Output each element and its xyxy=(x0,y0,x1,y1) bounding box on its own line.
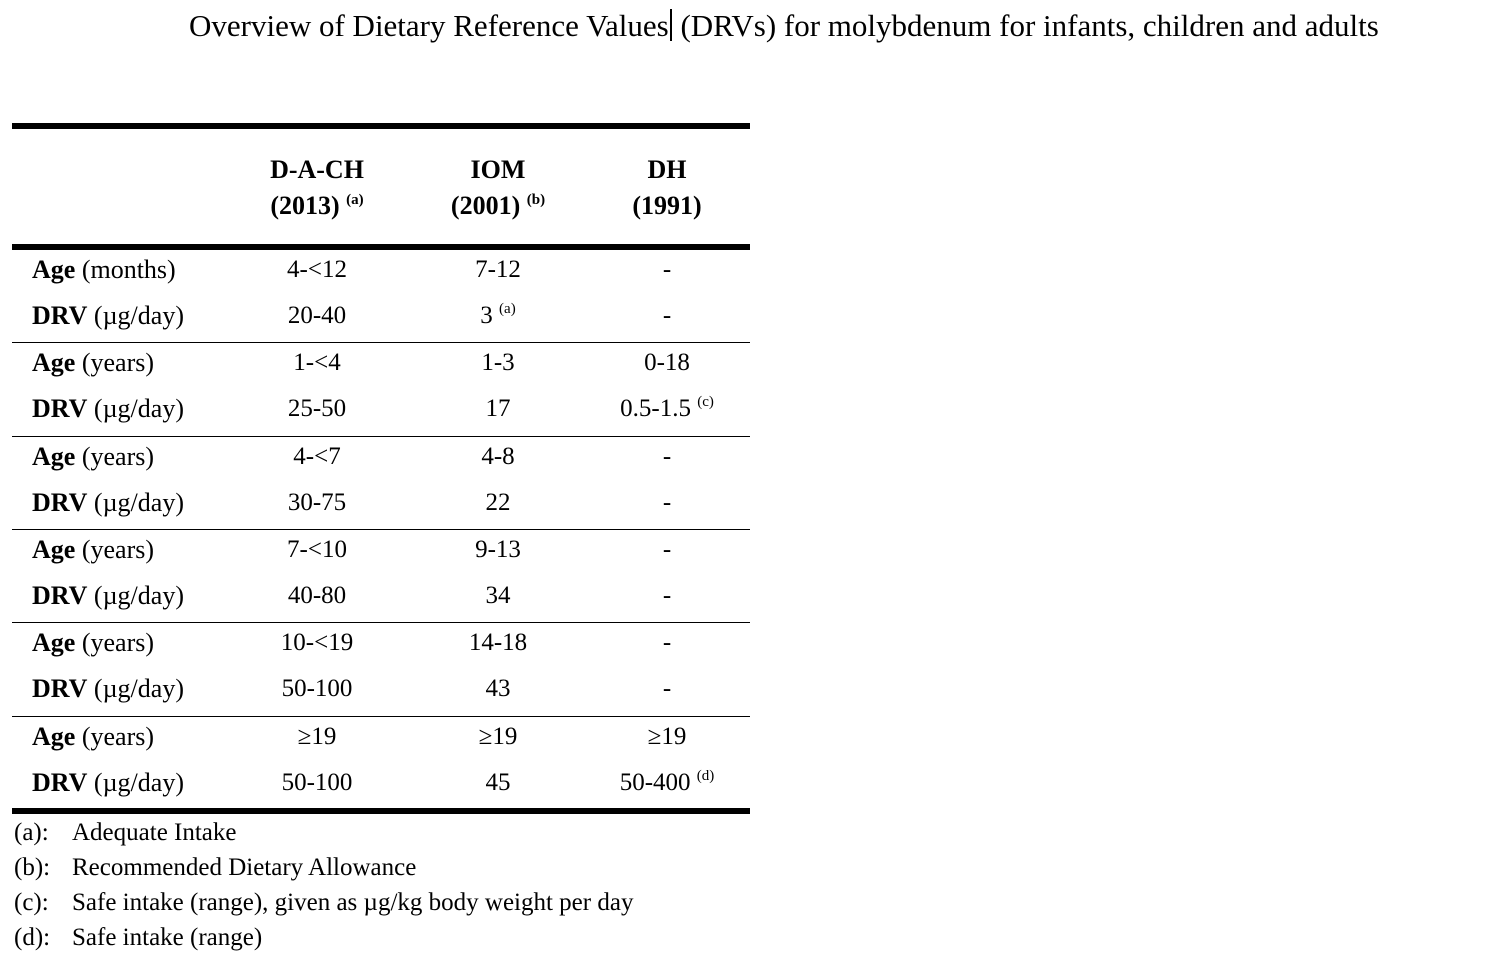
table-row-age: Age (years) 7-<10 9-13 - xyxy=(0,527,760,573)
cell-iom: 7-12 xyxy=(475,256,521,283)
footnote: (a): Adequate Intake xyxy=(14,815,633,850)
cell-dh: - xyxy=(662,536,672,563)
cell-dach: 25-50 xyxy=(287,395,347,422)
row-label: Age (months) xyxy=(32,255,176,284)
row-label: Age (years) xyxy=(32,722,155,751)
cell-iom: 1-3 xyxy=(481,349,515,376)
column-header-dh: DH (1991) xyxy=(577,152,757,224)
cell-dh: 50-400 (d) xyxy=(619,768,715,797)
footnote-key: (c): xyxy=(14,889,49,916)
footnote-text: Adequate Intake xyxy=(72,819,237,846)
cell-iom: 4-8 xyxy=(481,443,515,470)
footnote: (d): Safe intake (range) xyxy=(14,920,633,955)
table-row-age: Age (months) 4-<12 7-12 - xyxy=(0,247,760,293)
cell-dh: - xyxy=(662,582,672,609)
column-header-year: (1991) xyxy=(632,191,702,220)
table-top-rule xyxy=(12,123,750,129)
cell-dach: 4-<12 xyxy=(287,256,347,283)
footnote-text: Safe intake (range) xyxy=(72,924,263,951)
footnote-key: (d): xyxy=(14,924,51,951)
cell-dach: 4-<7 xyxy=(293,443,341,470)
cell-dach: 40-80 xyxy=(287,582,347,609)
footnote-text: Recommended Dietary Allowance xyxy=(72,854,417,881)
row-label: DRV (µg/day) xyxy=(32,768,184,797)
column-header-name: DH xyxy=(647,155,687,184)
column-header-note: (a) xyxy=(346,192,364,208)
cell-dh: 0-18 xyxy=(644,349,690,376)
table-bottom-rule xyxy=(12,808,750,814)
title-text-part1: Overview of Dietary Reference Values xyxy=(189,8,669,43)
cell-iom: ≥19 xyxy=(478,723,518,750)
cell-dach: 1-<4 xyxy=(293,349,341,376)
cell-dach: 7-<10 xyxy=(287,536,347,563)
cell-iom: 9-13 xyxy=(475,536,521,563)
group-divider xyxy=(12,716,750,717)
cell-dach: 20-40 xyxy=(287,302,347,329)
cell-iom: 43 xyxy=(485,675,511,702)
group-divider xyxy=(12,342,750,343)
table-row-drv: DRV (µg/day) 40-80 34 - xyxy=(0,573,760,619)
table-row-age: Age (years) ≥19 ≥19 ≥19 xyxy=(0,714,760,760)
column-header-dach: D-A-CH (2013) (a) xyxy=(227,152,407,224)
group-divider xyxy=(12,622,750,623)
row-label: Age (years) xyxy=(32,348,155,377)
header-bottom-rule xyxy=(12,244,750,250)
cell-dach: ≥19 xyxy=(297,723,337,750)
row-label: Age (years) xyxy=(32,535,155,564)
column-header-year: (2001) xyxy=(450,191,521,220)
table-row-age: Age (years) 10-<19 14-18 - xyxy=(0,620,760,666)
cell-dh: - xyxy=(662,443,672,470)
table-row-drv: DRV (µg/day) 50-100 45 50-400 (d) xyxy=(0,760,760,806)
cell-dh: - xyxy=(662,489,672,516)
cell-dach: 50-100 xyxy=(281,769,353,796)
cell-iom: 17 xyxy=(485,395,511,422)
footnote-key: (a): xyxy=(14,819,49,846)
group-divider xyxy=(12,529,750,530)
row-label: DRV (µg/day) xyxy=(32,301,184,330)
cell-footnote-ref: (c) xyxy=(697,394,714,410)
column-header-year: (2013) xyxy=(270,191,340,220)
group-divider xyxy=(12,436,750,437)
column-header-note: (b) xyxy=(526,192,546,208)
row-label: DRV (µg/day) xyxy=(32,488,184,517)
row-label: DRV (µg/day) xyxy=(32,581,184,610)
cell-iom: 45 xyxy=(485,769,511,796)
cell-dh: ≥19 xyxy=(647,723,687,750)
table-row-age: Age (years) 1-<4 1-3 0-18 xyxy=(0,340,760,386)
column-header-iom: IOM (2001) (b) xyxy=(408,152,588,224)
footnote: (c): Safe intake (range), given as µg/kg … xyxy=(14,885,633,920)
table-row-drv: DRV (µg/day) 50-100 43 - xyxy=(0,666,760,712)
cell-dh: - xyxy=(662,675,672,702)
row-label: Age (years) xyxy=(32,442,155,471)
cell-dach: 30-75 xyxy=(287,489,347,516)
footnote-text: Safe intake (range), given as µg/kg body… xyxy=(72,889,634,916)
text-cursor xyxy=(669,9,672,41)
footnote: (b): Recommended Dietary Allowance xyxy=(14,850,633,885)
row-label: Age (years) xyxy=(32,628,155,657)
cell-iom: 34 xyxy=(485,582,511,609)
cell-dach: 50-100 xyxy=(281,675,353,702)
row-label: DRV (µg/day) xyxy=(32,674,184,703)
cell-dach: 10-<19 xyxy=(280,629,354,656)
row-label: DRV (µg/day) xyxy=(32,394,184,423)
table-row-age: Age (years) 4-<7 4-8 - xyxy=(0,434,760,480)
title-text-part2: (DRVs) for molybdenum for infants, child… xyxy=(672,8,1379,43)
cell-dh: - xyxy=(662,302,672,329)
table-row-drv: DRV (µg/day) 25-50 17 0.5-1.5 (c) xyxy=(0,386,760,432)
cell-iom: 3 (a) xyxy=(480,301,516,330)
cell-footnote-ref: (d) xyxy=(696,768,715,784)
table-row-drv: DRV (µg/day) 30-75 22 - xyxy=(0,480,760,526)
document-title: Overview of Dietary Reference Values (DR… xyxy=(14,4,1486,47)
cell-dh: 0.5-1.5 (c) xyxy=(620,394,714,423)
cell-iom: 22 xyxy=(485,489,511,516)
table-row-drv: DRV (µg/day) 20-40 3 (a) - xyxy=(0,293,760,339)
cell-footnote-ref: (a) xyxy=(499,301,516,317)
cell-dh: - xyxy=(662,629,672,656)
cell-dh: - xyxy=(662,256,672,283)
footnotes: (a): Adequate Intake (b): Recommended Diet… xyxy=(14,815,633,955)
column-header-name: IOM xyxy=(470,155,526,184)
cell-iom: 14-18 xyxy=(468,629,528,656)
footnote-key: (b): xyxy=(14,854,51,881)
column-header-name: D-A-CH xyxy=(270,155,364,184)
